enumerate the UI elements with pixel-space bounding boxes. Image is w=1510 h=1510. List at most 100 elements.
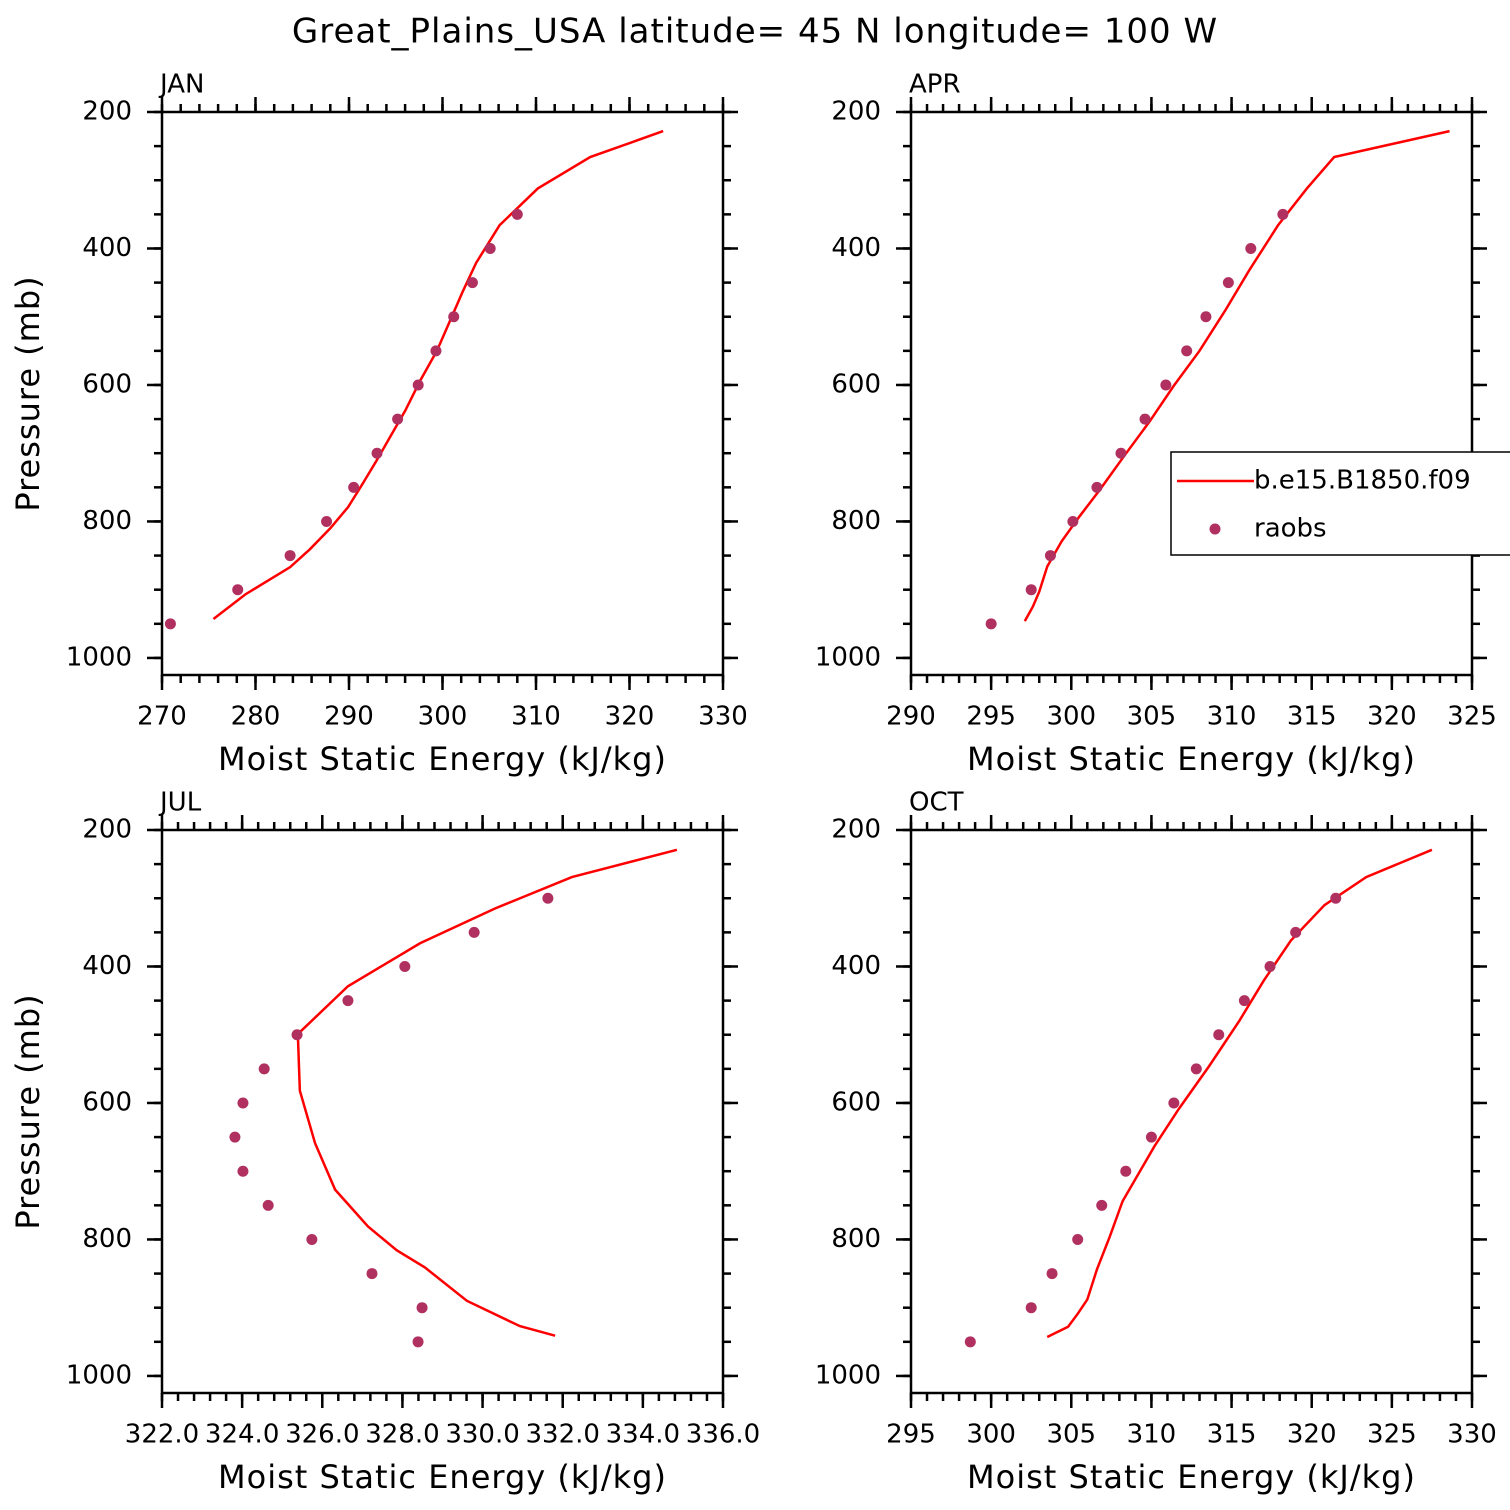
obs-point [1096, 1199, 1108, 1211]
obs-point [1046, 1268, 1058, 1280]
obs-point [1044, 550, 1056, 562]
x-tick-label: 325 [1447, 702, 1497, 732]
x-tick-label: 295 [886, 1420, 936, 1450]
x-tick-label: 324.0 [205, 1420, 279, 1450]
obs-point [258, 1063, 270, 1075]
panel-title: JAN [158, 70, 204, 100]
y-axis-label: Pressure (mb) [9, 275, 47, 511]
obs-point [1181, 345, 1193, 357]
panel-title: OCT [909, 788, 964, 818]
obs-point [164, 618, 176, 630]
y-tick-label: 200 [82, 97, 132, 127]
obs-point [1120, 1165, 1132, 1177]
plot-frame [909, 110, 1474, 677]
model-line [212, 129, 664, 621]
obs-point [284, 550, 296, 562]
y-tick-label: 200 [82, 815, 132, 845]
panel-title: JUL [158, 788, 202, 818]
y-tick-label: 800 [82, 506, 132, 536]
x-axis-label: Moist Static Energy (kJ/kg) [967, 1458, 1416, 1496]
obs-point [542, 892, 554, 904]
x-tick-label: 310 [511, 702, 561, 732]
obs-point [1072, 1233, 1084, 1245]
y-tick-label: 200 [831, 815, 881, 845]
x-tick-label: 310 [1207, 702, 1257, 732]
legend-label: b.e15.B1850.f09 [1254, 466, 1471, 496]
obs-point [1025, 584, 1037, 596]
obs-point [229, 1131, 241, 1143]
y-axis-label: Pressure (mb) [9, 993, 47, 1229]
y-tick-label: 600 [831, 369, 881, 399]
obs-point [412, 379, 424, 391]
x-tick-label: 300 [418, 702, 468, 732]
x-tick-label: 325 [1367, 1420, 1417, 1450]
legend-box [1170, 451, 1510, 556]
y-tick-label: 600 [82, 1087, 132, 1117]
obs-point [1145, 1131, 1157, 1143]
legend-marker [1209, 523, 1221, 535]
x-tick-label: 322.0 [125, 1420, 199, 1450]
x-tick-label: 330.0 [445, 1420, 519, 1450]
obs-point [1277, 208, 1289, 220]
obs-point [1330, 892, 1342, 904]
y-tick-label: 1000 [66, 1360, 132, 1390]
obs-point [430, 345, 442, 357]
model-line [296, 848, 678, 1337]
obs-point [1115, 447, 1127, 459]
obs-point [468, 926, 480, 938]
x-tick-label: 336.0 [686, 1420, 760, 1450]
y-tick-label: 1000 [66, 642, 132, 672]
obs-point [1200, 311, 1212, 323]
x-tick-label: 295 [966, 702, 1016, 732]
obs-point [348, 481, 360, 493]
obs-point [321, 515, 333, 527]
obs-point [484, 242, 496, 254]
y-tick-label: 400 [82, 233, 132, 263]
y-tick-label: 400 [831, 951, 881, 981]
obs-point [448, 311, 460, 323]
y-tick-label: 1000 [815, 1360, 881, 1390]
x-tick-label: 290 [886, 702, 936, 732]
x-tick-label: 320 [1367, 702, 1417, 732]
obs-point [291, 1029, 303, 1041]
y-tick-label: 600 [82, 369, 132, 399]
obs-point [1245, 242, 1257, 254]
y-tick-label: 400 [82, 951, 132, 981]
obs-point [342, 995, 354, 1007]
y-tick-label: 800 [831, 506, 881, 536]
x-tick-label: 330 [698, 702, 748, 732]
x-tick-label: 310 [1127, 1420, 1177, 1450]
obs-point [1025, 1302, 1037, 1314]
obs-point [416, 1302, 428, 1314]
x-tick-label: 326.0 [285, 1420, 359, 1450]
obs-point [366, 1268, 378, 1280]
obs-point [399, 960, 411, 972]
y-tick-label: 1000 [815, 642, 881, 672]
plot-frame [160, 110, 725, 677]
obs-point [985, 618, 997, 630]
y-tick-label: 200 [831, 97, 881, 127]
x-tick-label: 305 [1046, 1420, 1096, 1450]
obs-point [1238, 995, 1250, 1007]
obs-point [1067, 515, 1079, 527]
y-tick-label: 600 [831, 1087, 881, 1117]
obs-point [412, 1336, 424, 1348]
obs-point [262, 1199, 274, 1211]
panel-title: APR [909, 70, 961, 100]
obs-point [392, 413, 404, 425]
x-tick-label: 300 [1046, 702, 1096, 732]
obs-point [237, 1165, 249, 1177]
x-tick-label: 320 [605, 702, 655, 732]
obs-point [306, 1233, 318, 1245]
x-tick-label: 315 [1207, 1420, 1257, 1450]
obs-point [1160, 379, 1172, 391]
x-tick-label: 330 [1447, 1420, 1497, 1450]
x-tick-label: 328.0 [365, 1420, 439, 1450]
x-axis-label: Moist Static Energy (kJ/kg) [967, 740, 1416, 778]
y-tick-label: 400 [831, 233, 881, 263]
y-tick-label: 800 [82, 1224, 132, 1254]
x-tick-label: 334.0 [606, 1420, 680, 1450]
model-line [1046, 848, 1433, 1339]
